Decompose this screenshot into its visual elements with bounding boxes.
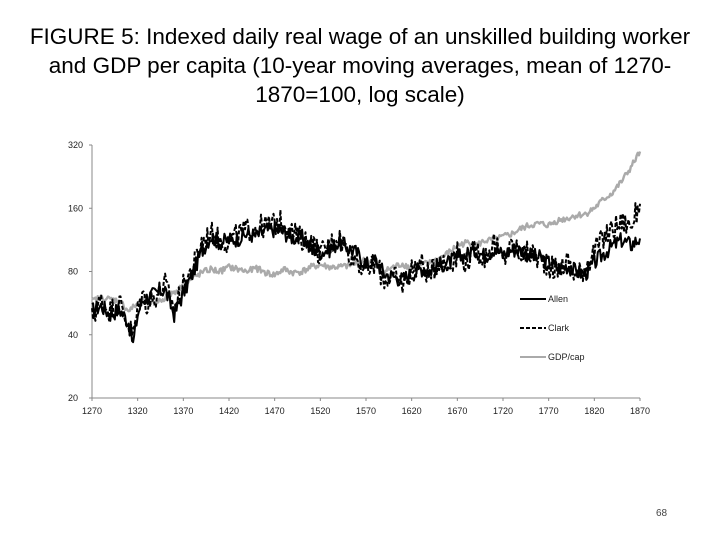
x-tick-label: 1620: [402, 406, 422, 416]
x-tick-label: 1470: [265, 406, 285, 416]
x-tick-label: 1570: [356, 406, 376, 416]
series-line-clark: [91, 202, 641, 337]
chart-title: FIGURE 5: Indexed daily real wage of an …: [29, 24, 691, 107]
y-tick-label: 40: [68, 330, 78, 340]
y-tick-label: 320: [68, 140, 83, 150]
x-tick-label: 1770: [539, 406, 559, 416]
legend: Allen Clark GDP/cap: [520, 294, 585, 362]
x-tick-label: 1320: [128, 406, 148, 416]
y-tick-label: 80: [68, 267, 78, 277]
legend-label-gdp-cap: GDP/cap: [548, 352, 585, 362]
x-tick-label: 1820: [584, 406, 604, 416]
x-tick-label: 1270: [82, 406, 102, 416]
legend-label-allen: Allen: [548, 294, 568, 304]
y-tick-label: 160: [68, 203, 83, 213]
x-tick-label: 1420: [219, 406, 239, 416]
y-tick-label: 20: [68, 393, 78, 403]
x-tick-label: 1720: [493, 406, 513, 416]
axes: 20 40 80 160 320 1270 1320 1370 1420 1470 1520 1570…: [68, 140, 650, 416]
x-tick-label: 1670: [447, 406, 467, 416]
series-group: [91, 151, 642, 344]
x-tick-label: 1370: [173, 406, 193, 416]
legend-label-clark: Clark: [548, 323, 570, 333]
x-tick-label: 1520: [310, 406, 330, 416]
x-tick-label: 1870: [630, 406, 650, 416]
series-line-gdp-cap: [91, 151, 642, 313]
page-number: 68: [656, 508, 668, 519]
